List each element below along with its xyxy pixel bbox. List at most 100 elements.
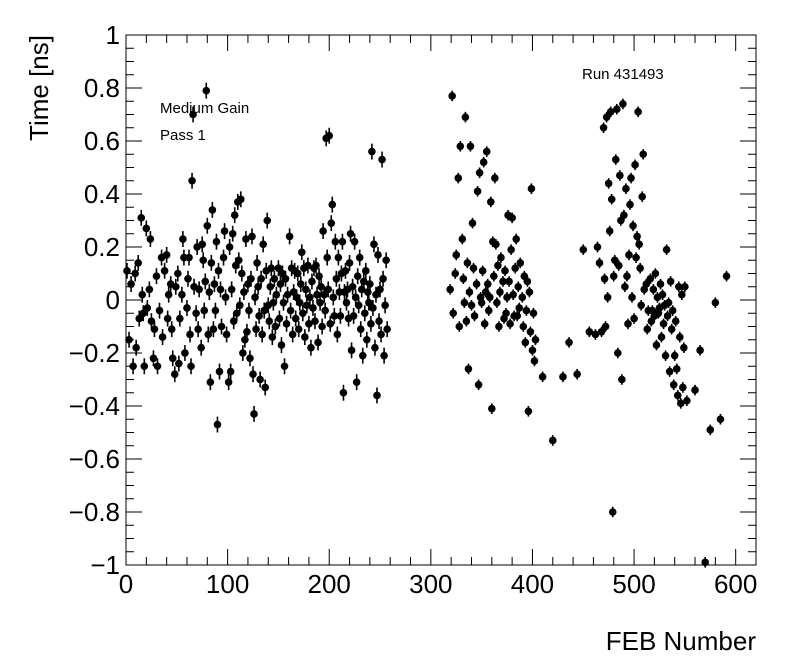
data-point bbox=[350, 237, 359, 246]
data-point bbox=[620, 211, 628, 219]
data-point bbox=[237, 195, 245, 204]
data-point bbox=[634, 108, 642, 116]
data-point bbox=[475, 169, 484, 177]
data-point bbox=[276, 280, 285, 288]
data-point bbox=[531, 335, 540, 344]
data-point bbox=[325, 131, 334, 140]
data-point bbox=[664, 298, 673, 307]
data-point bbox=[374, 251, 382, 259]
data-point bbox=[353, 272, 362, 280]
data-point bbox=[506, 320, 514, 328]
data-point bbox=[604, 179, 613, 188]
data-point bbox=[253, 259, 261, 267]
data-point bbox=[189, 110, 197, 119]
data-point bbox=[152, 272, 161, 280]
data-point bbox=[349, 312, 358, 320]
data-point bbox=[463, 259, 472, 267]
data-point bbox=[303, 301, 311, 310]
data-point bbox=[254, 282, 262, 291]
data-point bbox=[234, 256, 243, 265]
data-point bbox=[462, 317, 471, 326]
data-point bbox=[311, 317, 319, 326]
data-point bbox=[519, 322, 528, 331]
data-point bbox=[672, 365, 681, 373]
data-point bbox=[668, 306, 677, 315]
data-point bbox=[192, 309, 200, 318]
data-point bbox=[622, 184, 630, 193]
data-point bbox=[358, 351, 367, 360]
data-point bbox=[200, 306, 209, 315]
data-point bbox=[332, 275, 341, 283]
data-point bbox=[316, 298, 324, 307]
data-point bbox=[505, 277, 513, 286]
data-point bbox=[559, 373, 567, 381]
data-point bbox=[256, 375, 264, 384]
data-point bbox=[468, 219, 477, 227]
data-point bbox=[221, 293, 230, 302]
data-point bbox=[448, 92, 456, 100]
data-point bbox=[236, 301, 244, 310]
data-point bbox=[319, 227, 327, 235]
data-point bbox=[652, 341, 661, 349]
data-point bbox=[222, 330, 231, 339]
data-point bbox=[513, 312, 522, 320]
data-point bbox=[186, 330, 194, 339]
data-point bbox=[321, 306, 329, 315]
data-point bbox=[313, 290, 321, 299]
data-point bbox=[341, 267, 350, 275]
data-point bbox=[600, 275, 609, 283]
data-point bbox=[607, 195, 616, 204]
data-point bbox=[482, 147, 491, 156]
data-point bbox=[591, 330, 600, 339]
data-point bbox=[638, 192, 646, 201]
data-point bbox=[336, 312, 345, 320]
data-point bbox=[454, 174, 463, 182]
y-tick-label: 0.6 bbox=[84, 126, 120, 156]
data-point bbox=[239, 349, 247, 357]
data-point bbox=[452, 251, 461, 259]
data-point bbox=[352, 378, 361, 386]
data-point bbox=[665, 367, 674, 376]
data-point bbox=[135, 314, 144, 323]
data-point bbox=[132, 343, 140, 352]
data-point bbox=[465, 288, 474, 296]
data-point bbox=[599, 123, 608, 132]
data-point bbox=[378, 155, 386, 164]
data-point bbox=[470, 312, 479, 320]
data-point bbox=[296, 280, 305, 288]
data-point bbox=[170, 370, 179, 379]
data-point bbox=[175, 359, 183, 368]
data-point bbox=[612, 105, 621, 113]
data-point bbox=[524, 407, 533, 416]
data-point bbox=[508, 214, 516, 222]
data-point bbox=[674, 282, 683, 291]
data-point bbox=[334, 253, 343, 262]
data-point bbox=[282, 320, 291, 328]
data-point bbox=[261, 383, 270, 392]
data-point bbox=[140, 362, 149, 371]
data-point bbox=[320, 290, 328, 299]
data-point bbox=[382, 256, 390, 265]
data-point bbox=[451, 269, 460, 278]
data-point bbox=[479, 158, 488, 166]
data-point bbox=[615, 261, 623, 270]
data-point bbox=[675, 333, 684, 341]
data-point bbox=[538, 373, 547, 381]
data-point bbox=[288, 330, 297, 339]
data-point bbox=[299, 309, 307, 318]
data-point bbox=[456, 142, 465, 151]
data-point bbox=[188, 176, 196, 185]
data-point bbox=[183, 304, 191, 312]
data-point bbox=[509, 290, 517, 299]
data-point bbox=[667, 325, 676, 333]
data-point bbox=[285, 232, 294, 241]
data-point bbox=[323, 253, 331, 262]
data-point bbox=[137, 214, 146, 222]
data-point bbox=[240, 288, 248, 296]
data-point bbox=[629, 222, 637, 230]
data-point bbox=[129, 362, 137, 371]
data-point bbox=[472, 280, 481, 288]
data-point bbox=[251, 293, 259, 302]
data-point bbox=[265, 317, 274, 326]
data-point bbox=[522, 306, 531, 315]
